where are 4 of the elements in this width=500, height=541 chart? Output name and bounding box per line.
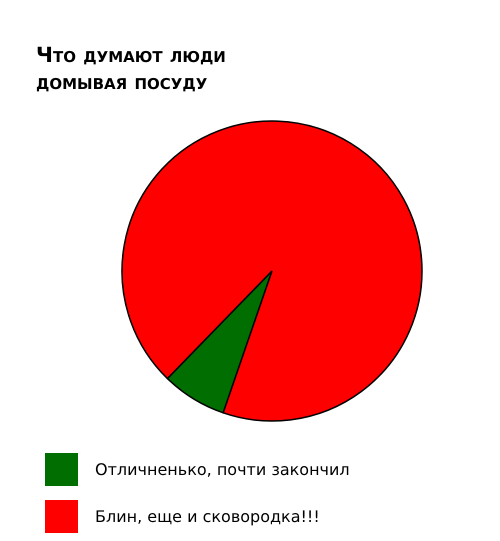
legend-label: Блин, еще и сковородка!!! xyxy=(95,507,320,526)
legend-label: Отличненько, почти закончил xyxy=(95,460,350,479)
pie-slice xyxy=(121,120,423,422)
chart-title: Что думают люди домывая посуду xyxy=(36,42,227,96)
